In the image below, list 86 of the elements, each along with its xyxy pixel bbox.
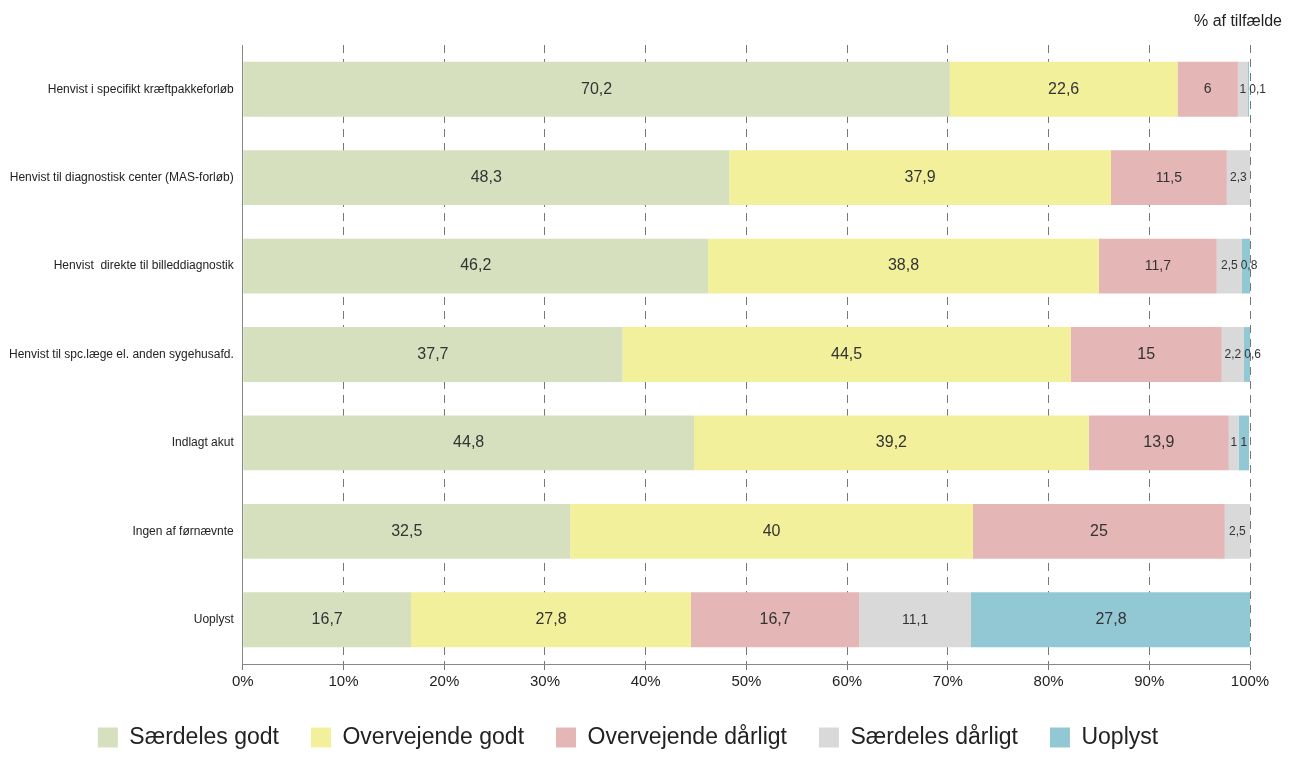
bar: [1088, 415, 1229, 471]
y-tick-label: Henvist i specifikt kræftpakkeforløb: [47, 81, 235, 96]
data-label: 2,2: [1224, 346, 1242, 361]
x-tick-label: 100%: [1230, 672, 1270, 690]
bar: [859, 592, 971, 648]
bar: [1228, 415, 1239, 471]
bar: [1177, 61, 1238, 117]
y-tick-label: Henvist til spc.læge el. anden sygehusafd.: [9, 346, 234, 361]
data-label: 37,7: [417, 344, 449, 362]
data-label: 27,8: [535, 610, 567, 628]
y-tick-label: Henvist direkte til billeddiagnostik: [53, 258, 235, 273]
legend-label: Uoplyst: [1081, 722, 1159, 749]
bar: [1224, 503, 1250, 559]
bar: [1216, 238, 1242, 294]
data-label: 37,9: [904, 168, 936, 186]
data-label: 6: [1203, 80, 1212, 97]
data-label: 46,2: [460, 256, 492, 274]
bar: [411, 592, 691, 648]
data-label: 0,6: [1244, 346, 1262, 361]
bar: [708, 238, 1099, 294]
x-tick-label: 50%: [731, 672, 762, 690]
data-label: 11,1: [901, 610, 929, 627]
bar: [1238, 415, 1249, 471]
data-label: 2,3: [1230, 169, 1248, 184]
data-label: 39,2: [875, 433, 908, 451]
legend-label: Særdeles godt: [129, 722, 280, 749]
bar: [1221, 327, 1244, 382]
x-tick-label: 10%: [328, 672, 359, 690]
y-tick-label: Ingen af førnævnte: [132, 523, 235, 538]
data-label: 11,7: [1144, 256, 1172, 273]
bar: [243, 150, 730, 206]
x-tick-label: 60%: [832, 672, 863, 690]
bar: [243, 415, 695, 471]
data-label: 15: [1137, 344, 1156, 362]
bar: [1098, 238, 1217, 294]
bar: [1070, 327, 1222, 382]
bar: [729, 150, 1112, 206]
bar: [243, 238, 709, 294]
y-tick-label: Uoplyst: [193, 612, 235, 627]
bar: [971, 592, 1250, 648]
data-label: 48,3: [470, 168, 502, 186]
x-tick-label: 0%: [231, 672, 254, 690]
x-tick-label: 40%: [630, 672, 661, 690]
data-label: 16,7: [311, 610, 343, 628]
bar: [622, 327, 1071, 382]
bar: [570, 503, 974, 559]
y-tick-label: Indlagt akut: [171, 435, 235, 450]
x-tick-label: 20%: [429, 672, 460, 690]
x-tick-label: 30%: [529, 672, 560, 690]
data-label: 44,8: [453, 433, 485, 451]
data-label: 44,5: [831, 344, 863, 362]
data-label: 1: [1230, 435, 1238, 450]
bar: [1111, 150, 1227, 206]
x-tick-label: 70%: [932, 672, 963, 690]
data-label: 1: [1240, 435, 1248, 450]
y-tick-label: Henvist til diagnostisk center (MAS-forløb): [9, 169, 234, 184]
data-label: 25: [1090, 521, 1108, 539]
bar: [243, 327, 623, 382]
legend-label: Overvejende godt: [342, 722, 525, 749]
data-label: 1: [1239, 81, 1247, 96]
bar: [694, 415, 1089, 471]
data-label: 16,7: [759, 610, 791, 628]
x-tick-label: 90%: [1134, 672, 1165, 690]
x-tick-label: 80%: [1033, 672, 1064, 690]
data-label: 70,2: [581, 79, 613, 97]
data-label: 40: [762, 521, 781, 539]
data-label: 38,8: [887, 256, 920, 274]
bar: [1237, 61, 1248, 117]
bar: [949, 61, 1178, 117]
legend-label: Særdeles dårligt: [850, 722, 1019, 749]
data-label: 13,9: [1143, 433, 1175, 451]
data-label: 22,6: [1048, 79, 1080, 97]
bar: [1226, 150, 1250, 206]
data-label: 2,5: [1221, 258, 1239, 273]
bar: [691, 592, 860, 648]
data-label: 0,1: [1249, 81, 1267, 96]
legend-label: Overvejende dårligt: [587, 722, 788, 749]
bar: [243, 503, 571, 559]
bar: [973, 503, 1225, 559]
data-label: 11,5: [1155, 168, 1183, 185]
data-label: 2,5: [1229, 523, 1247, 538]
text: % af tilfælde: [1193, 12, 1282, 30]
bar: [243, 592, 411, 648]
bar: [243, 61, 950, 117]
data-label: 32,5: [391, 521, 423, 539]
data-label: 27,8: [1095, 610, 1127, 628]
